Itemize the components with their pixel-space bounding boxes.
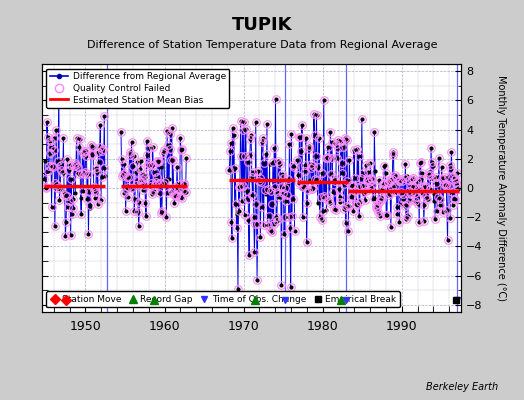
- Text: TUPIK: TUPIK: [232, 16, 292, 34]
- Text: Difference of Station Temperature Data from Regional Average: Difference of Station Temperature Data f…: [87, 40, 437, 50]
- Y-axis label: Monthly Temperature Anomaly Difference (°C): Monthly Temperature Anomaly Difference (…: [496, 75, 506, 301]
- Legend: Station Move, Record Gap, Time of Obs. Change, Empirical Break: Station Move, Record Gap, Time of Obs. C…: [47, 291, 400, 308]
- Text: 1950: 1950: [70, 320, 101, 333]
- Text: 1980: 1980: [307, 320, 339, 333]
- Text: Berkeley Earth: Berkeley Earth: [425, 382, 498, 392]
- Text: 1990: 1990: [386, 320, 418, 333]
- Text: 1970: 1970: [228, 320, 259, 333]
- Text: 1960: 1960: [149, 320, 180, 333]
